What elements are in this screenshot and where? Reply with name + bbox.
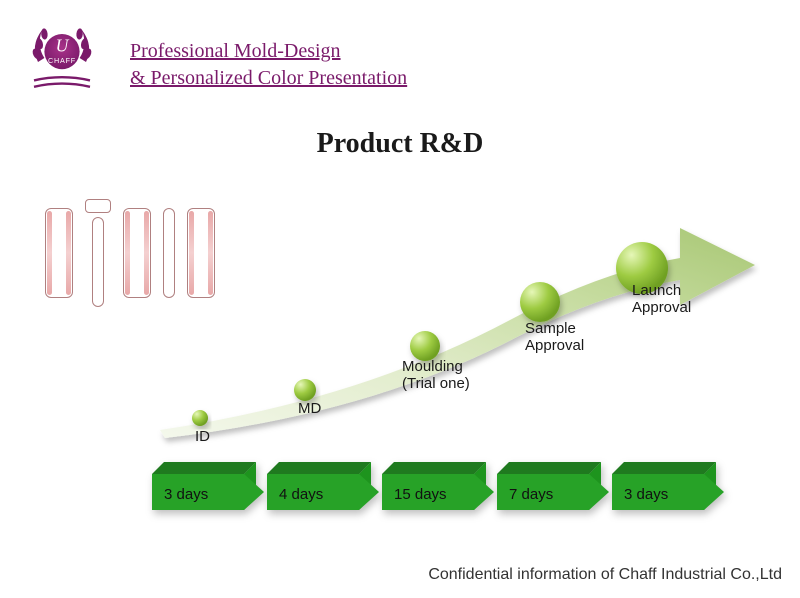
case-view-front bbox=[45, 208, 73, 298]
svg-text:CHAFF: CHAFF bbox=[48, 56, 76, 65]
case-view-side bbox=[92, 217, 104, 307]
stage-label-launch: Launch Approval bbox=[632, 282, 691, 317]
duration-box-5: 3 days bbox=[612, 462, 724, 522]
stage-dot-md bbox=[294, 379, 316, 401]
duration-label-5: 3 days bbox=[624, 486, 668, 503]
stage-dot-id bbox=[192, 410, 208, 426]
stage-label-id: ID bbox=[195, 428, 210, 445]
svg-text:U: U bbox=[56, 36, 70, 56]
subtitle-line1: Professional Mold-Design bbox=[130, 40, 341, 62]
duration-box-4: 7 days bbox=[497, 462, 609, 522]
header-subtitle: Professional Mold-Design & Personalized … bbox=[130, 38, 407, 92]
stage-dot-sample bbox=[520, 282, 560, 322]
stage-label-moulding: Moulding (Trial one) bbox=[402, 358, 470, 393]
duration-label-1: 3 days bbox=[164, 486, 208, 503]
duration-box-3: 15 days bbox=[382, 462, 494, 522]
page-title: Product R&D bbox=[0, 128, 800, 160]
duration-boxes: 3 days 4 days 15 days 7 days 3 days bbox=[152, 462, 724, 522]
stage-label-md: MD bbox=[298, 400, 321, 417]
duration-label-2: 4 days bbox=[279, 486, 323, 503]
duration-label-4: 7 days bbox=[509, 486, 553, 503]
duration-box-2: 4 days bbox=[267, 462, 379, 522]
case-view-top bbox=[85, 199, 111, 213]
duration-box-1: 3 days bbox=[152, 462, 264, 522]
stage-dot-moulding bbox=[410, 331, 440, 361]
duration-label-3: 15 days bbox=[394, 486, 447, 503]
process-arrow-diagram: ID MD Moulding (Trial one) Sample Approv… bbox=[140, 210, 760, 450]
brand-logo: U CHAFF bbox=[22, 18, 102, 98]
stage-label-sample: Sample Approval bbox=[525, 320, 584, 355]
subtitle-line2: & Personalized Color Presentation bbox=[130, 67, 407, 89]
confidential-footer: Confidential information of Chaff Indust… bbox=[428, 566, 782, 584]
